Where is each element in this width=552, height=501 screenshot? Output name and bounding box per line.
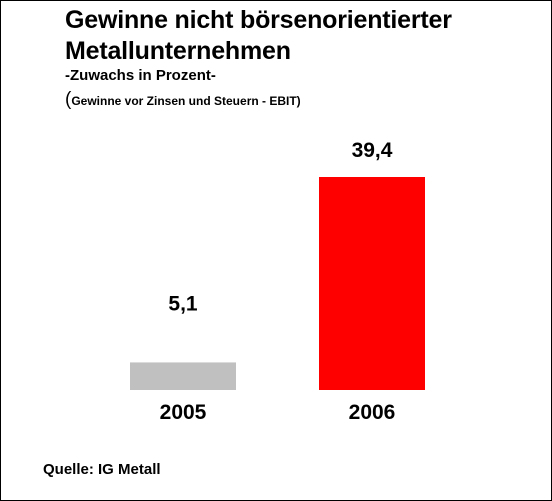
category-label-2005: 2005 bbox=[160, 401, 207, 424]
chart-subtitle: -Zuwachs in Prozent- bbox=[65, 67, 216, 84]
bar-2006 bbox=[319, 177, 425, 390]
value-label-2006: 39,4 bbox=[352, 139, 393, 162]
bar-2005 bbox=[130, 362, 236, 390]
chart-note: (Gewinne vor Zinsen und Steuern - EBIT) bbox=[65, 89, 301, 111]
chart-note-open-paren: ( bbox=[65, 89, 72, 110]
chart-title-line-1: Gewinne nicht börsenorientierter bbox=[65, 6, 452, 34]
value-label-2005: 5,1 bbox=[168, 292, 198, 315]
chart-title-line-2: Metallunternehmen bbox=[65, 37, 291, 65]
chart-note-text: Gewinne vor Zinsen und Steuern - EBIT) bbox=[71, 94, 301, 108]
chart-source: Quelle: IG Metall bbox=[43, 461, 161, 478]
category-label-2006: 2006 bbox=[349, 401, 396, 424]
